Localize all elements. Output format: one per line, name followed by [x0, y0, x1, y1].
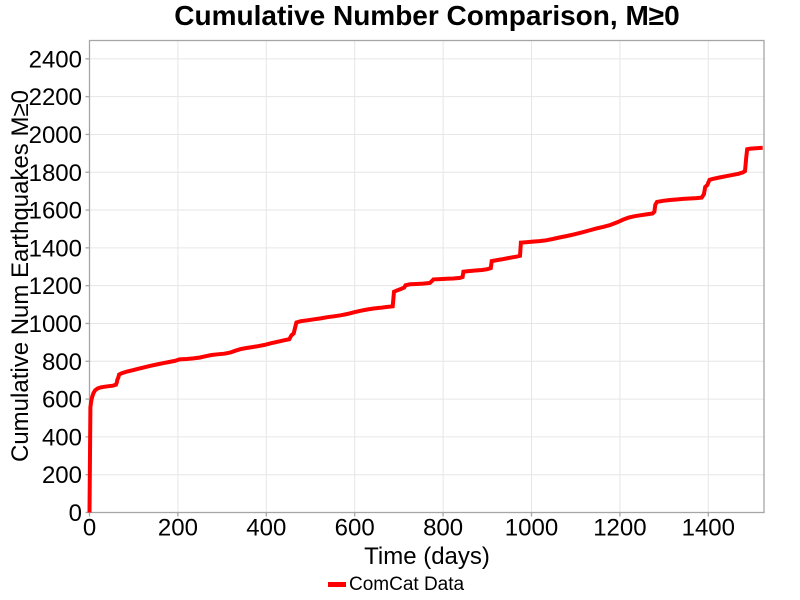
y-tick-label: 2000: [29, 122, 82, 149]
x-tick-label: 200: [158, 515, 198, 542]
plot-frame: [88, 39, 765, 514]
y-tick-label: 600: [42, 387, 82, 414]
x-tick-label: 0: [83, 515, 96, 542]
x-axis-label: Time (days): [364, 543, 490, 570]
y-axis-label: Cumulative Num Earthquakes M≥0: [7, 90, 34, 462]
y-tick-label: 1200: [29, 273, 82, 300]
x-tick-label: 600: [335, 515, 375, 542]
y-tick-label: 2200: [29, 84, 82, 111]
x-tick-label: 400: [246, 515, 286, 542]
y-tick-label: 800: [42, 349, 82, 376]
x-tick-label: 1000: [505, 515, 558, 542]
y-tick-label: 0: [69, 500, 82, 527]
y-tick-label: 2400: [29, 46, 82, 73]
legend-line-swatch: [328, 581, 346, 587]
series-line-comcat: [87, 145, 763, 513]
x-tick-label: 1400: [682, 515, 735, 542]
legend-label: ComCat Data: [349, 573, 465, 595]
y-tick-label: 200: [42, 462, 82, 489]
x-tick-label: 1200: [593, 515, 646, 542]
y-tick-label: 1400: [29, 235, 82, 262]
legend: ComCat Data: [328, 573, 464, 595]
y-tick-label: 1000: [29, 311, 82, 338]
y-tick-label: 1800: [29, 160, 82, 187]
x-tick-label: 800: [423, 515, 463, 542]
chart-title: Cumulative Number Comparison, M≥0: [174, 0, 680, 31]
y-tick-label: 400: [42, 424, 82, 451]
y-tick-label: 1600: [29, 198, 82, 225]
